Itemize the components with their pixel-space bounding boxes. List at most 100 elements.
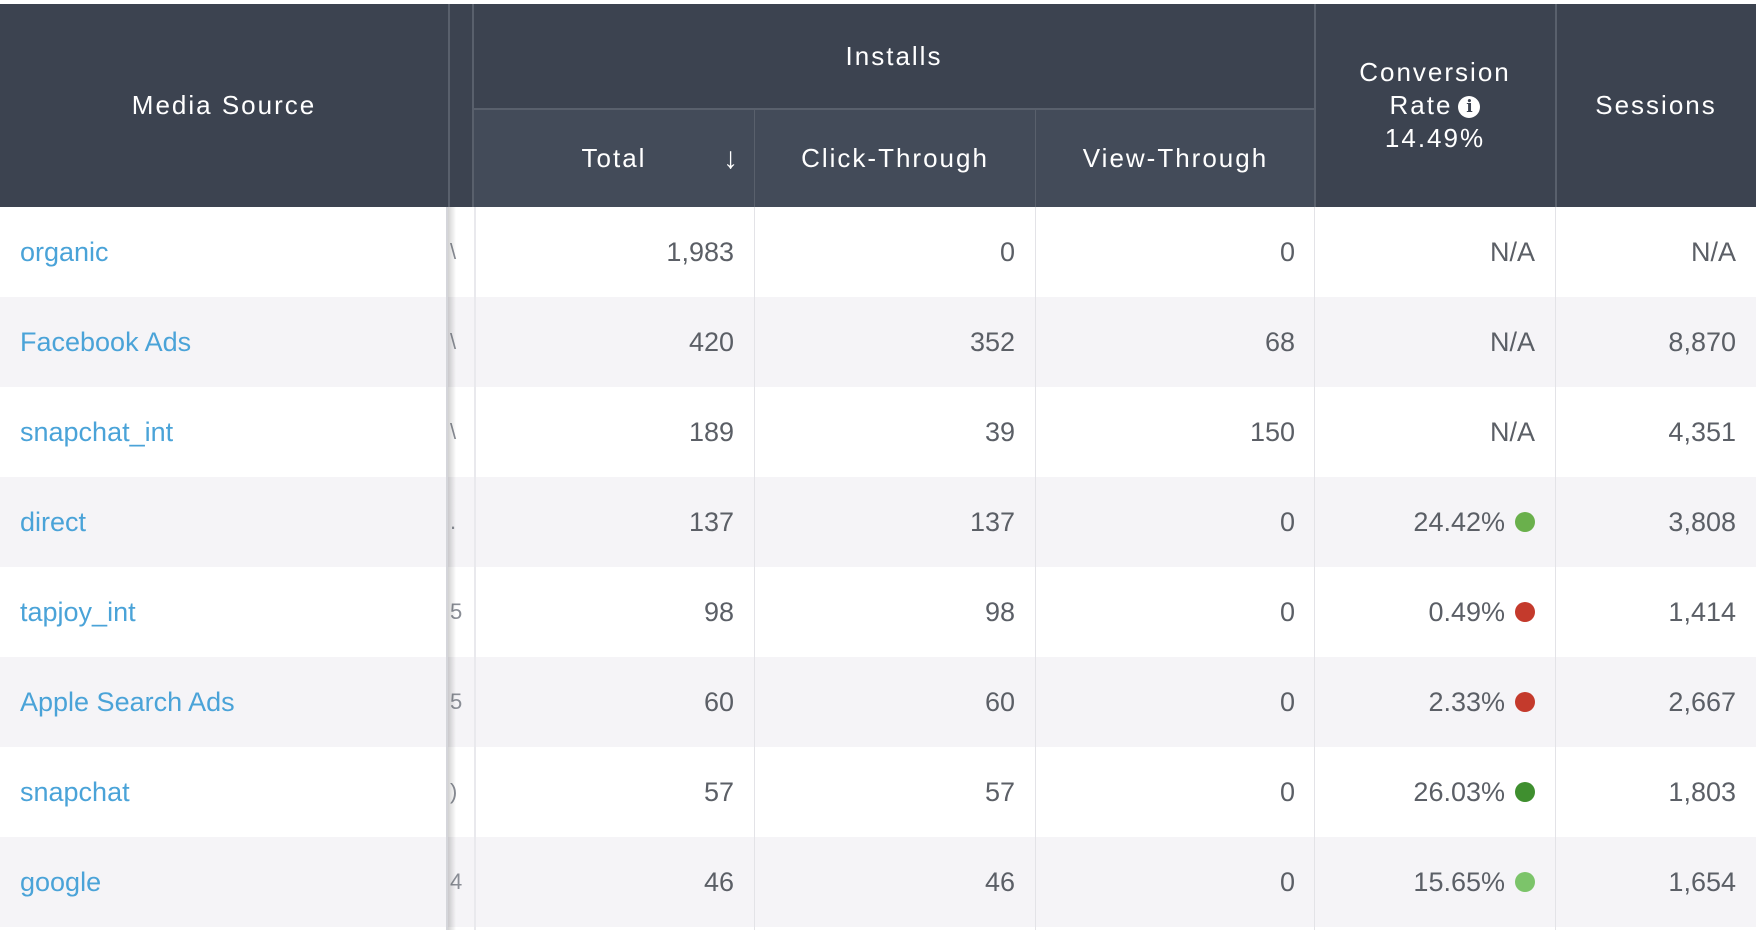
table-header: Media Source Installs Total ↓ Click-Thro… bbox=[0, 4, 1756, 207]
frozen-column-edge bbox=[446, 207, 448, 930]
hidden-column-glyph: . bbox=[450, 477, 456, 567]
sessions-cell: 1,414 bbox=[1668, 596, 1736, 627]
column-header-conversion-rate[interactable]: Conversion Rate i 14.49% bbox=[1315, 4, 1555, 207]
installs-total-cell: 46 bbox=[703, 866, 734, 897]
conversion-rate-cell: N/A bbox=[1315, 387, 1555, 477]
installs-total-cell: 1,983 bbox=[666, 236, 734, 267]
hidden-column-glyph: 5 bbox=[450, 599, 463, 624]
installs-total-cell: 57 bbox=[703, 776, 734, 807]
installs-total-cell: 420 bbox=[688, 326, 734, 357]
table-row[interactable]: 5 60 60 0 2.33% 2,667 Apple Search Ads bbox=[0, 657, 1756, 747]
hidden-column-glyph: \ bbox=[450, 207, 456, 297]
hidden-column-glyph: \ bbox=[450, 297, 456, 387]
click-through-cell: 57 bbox=[984, 776, 1015, 807]
hidden-column-glyph: 5 bbox=[450, 689, 463, 714]
conversion-rate-cell: N/A bbox=[1315, 207, 1555, 297]
column-header-view-through[interactable]: View-Through bbox=[1036, 110, 1315, 207]
header-divider bbox=[1314, 4, 1316, 207]
sort-descending-icon[interactable]: ↓ bbox=[723, 141, 738, 175]
table-row[interactable]: ) 57 57 0 26.03% 1,803 snapchat bbox=[0, 747, 1756, 837]
conversion-rate-cell: 0.49% bbox=[1315, 567, 1555, 657]
sessions-cell: 2,667 bbox=[1668, 686, 1736, 717]
conversion-rate-cell: N/A bbox=[1315, 297, 1555, 387]
column-group-installs: Installs bbox=[845, 40, 943, 71]
column-header-total[interactable]: Total ↓ bbox=[474, 110, 754, 207]
conversion-label-line2: Rate i bbox=[1390, 89, 1481, 122]
info-icon[interactable]: i bbox=[1458, 96, 1481, 119]
click-through-cell: 98 bbox=[984, 596, 1015, 627]
media-source-link[interactable]: Facebook Ads bbox=[0, 297, 448, 387]
conversion-rate-cell: 24.42% bbox=[1315, 477, 1555, 567]
conversion-rate-cell: 26.03% bbox=[1315, 747, 1555, 837]
installs-total-cell: 60 bbox=[703, 686, 734, 717]
conversion-rate-value: 24.42% bbox=[1413, 506, 1505, 537]
view-through-cell: 0 bbox=[1279, 506, 1295, 537]
view-through-cell: 0 bbox=[1279, 776, 1295, 807]
table-row[interactable]: \ 1,983 0 0 N/A N/A organic bbox=[0, 207, 1756, 297]
table-body: \ 1,983 0 0 N/A N/A organic \ 420 352 68… bbox=[0, 207, 1756, 927]
conversion-rate-average: 14.49% bbox=[1384, 123, 1486, 153]
installs-total-cell: 98 bbox=[703, 596, 734, 627]
conversion-rate-value: 2.33% bbox=[1428, 686, 1505, 717]
conversion-label-rate: Rate bbox=[1389, 90, 1453, 120]
status-dot-icon bbox=[1515, 872, 1535, 892]
table-row[interactable]: 4 46 46 0 15.65% 1,654 google bbox=[0, 837, 1756, 927]
view-through-cell: 150 bbox=[1249, 416, 1295, 447]
status-dot-icon bbox=[1515, 512, 1535, 532]
media-source-link[interactable]: tapjoy_int bbox=[0, 567, 448, 657]
view-through-cell: 0 bbox=[1279, 236, 1295, 267]
media-source-link[interactable]: snapchat bbox=[0, 747, 448, 837]
conversion-rate-value: N/A bbox=[1489, 416, 1535, 447]
click-through-cell: 0 bbox=[999, 236, 1015, 267]
sessions-cell: 3,808 bbox=[1668, 506, 1736, 537]
header-divider bbox=[472, 4, 474, 207]
header-divider bbox=[1555, 4, 1557, 207]
view-through-cell: 68 bbox=[1264, 326, 1295, 357]
media-source-link[interactable]: organic bbox=[0, 207, 448, 297]
column-divider bbox=[754, 207, 755, 930]
column-header-media-source[interactable]: Media Source bbox=[131, 90, 317, 120]
conversion-rate-value: 0.49% bbox=[1428, 596, 1505, 627]
status-dot-icon bbox=[1515, 692, 1535, 712]
status-dot-icon bbox=[1515, 782, 1535, 802]
total-label: Total bbox=[581, 143, 647, 173]
hidden-column-glyph: \ bbox=[450, 387, 456, 477]
conversion-rate-value: 26.03% bbox=[1413, 776, 1505, 807]
sessions-cell: 4,351 bbox=[1668, 416, 1736, 447]
media-source-link[interactable]: direct bbox=[0, 477, 448, 567]
media-source-link[interactable]: Apple Search Ads bbox=[0, 657, 448, 747]
media-source-link[interactable]: snapchat_int bbox=[0, 387, 448, 477]
sessions-cell: 1,803 bbox=[1668, 776, 1736, 807]
hidden-column-glyph: 4 bbox=[450, 869, 463, 894]
view-through-cell: 0 bbox=[1279, 866, 1295, 897]
installs-total-cell: 137 bbox=[688, 506, 734, 537]
table-row[interactable]: 5 98 98 0 0.49% 1,414 tapjoy_int bbox=[0, 567, 1756, 657]
sessions-cell: 1,654 bbox=[1668, 866, 1736, 897]
column-divider bbox=[474, 207, 476, 930]
table-row[interactable]: \ 420 352 68 N/A 8,870 Facebook Ads bbox=[0, 297, 1756, 387]
status-dot-icon bbox=[1515, 602, 1535, 622]
sessions-cell: N/A bbox=[1690, 236, 1736, 267]
installs-total-cell: 189 bbox=[688, 416, 734, 447]
conversion-rate-value: N/A bbox=[1489, 326, 1535, 357]
conversion-label-line1: Conversion bbox=[1359, 57, 1511, 87]
column-divider bbox=[1555, 207, 1556, 930]
click-through-cell: 39 bbox=[984, 416, 1015, 447]
frozen-column-shadow bbox=[448, 207, 456, 930]
sessions-cell: 8,870 bbox=[1668, 326, 1736, 357]
column-header-click-through[interactable]: Click-Through bbox=[755, 110, 1035, 207]
column-header-sessions[interactable]: Sessions bbox=[1595, 90, 1717, 120]
click-through-cell: 60 bbox=[984, 686, 1015, 717]
table-row[interactable]: \ 189 39 150 N/A 4,351 snapchat_int bbox=[0, 387, 1756, 477]
media-source-link[interactable]: google bbox=[0, 837, 448, 927]
column-divider bbox=[1035, 207, 1036, 930]
click-through-cell: 46 bbox=[984, 866, 1015, 897]
conversion-rate-value: 15.65% bbox=[1413, 866, 1505, 897]
header-divider bbox=[448, 4, 450, 207]
view-through-cell: 0 bbox=[1279, 686, 1295, 717]
conversion-rate-cell: 2.33% bbox=[1315, 657, 1555, 747]
table-row[interactable]: . 137 137 0 24.42% 3,808 direct bbox=[0, 477, 1756, 567]
click-through-cell: 137 bbox=[969, 506, 1015, 537]
column-divider bbox=[1314, 207, 1315, 930]
